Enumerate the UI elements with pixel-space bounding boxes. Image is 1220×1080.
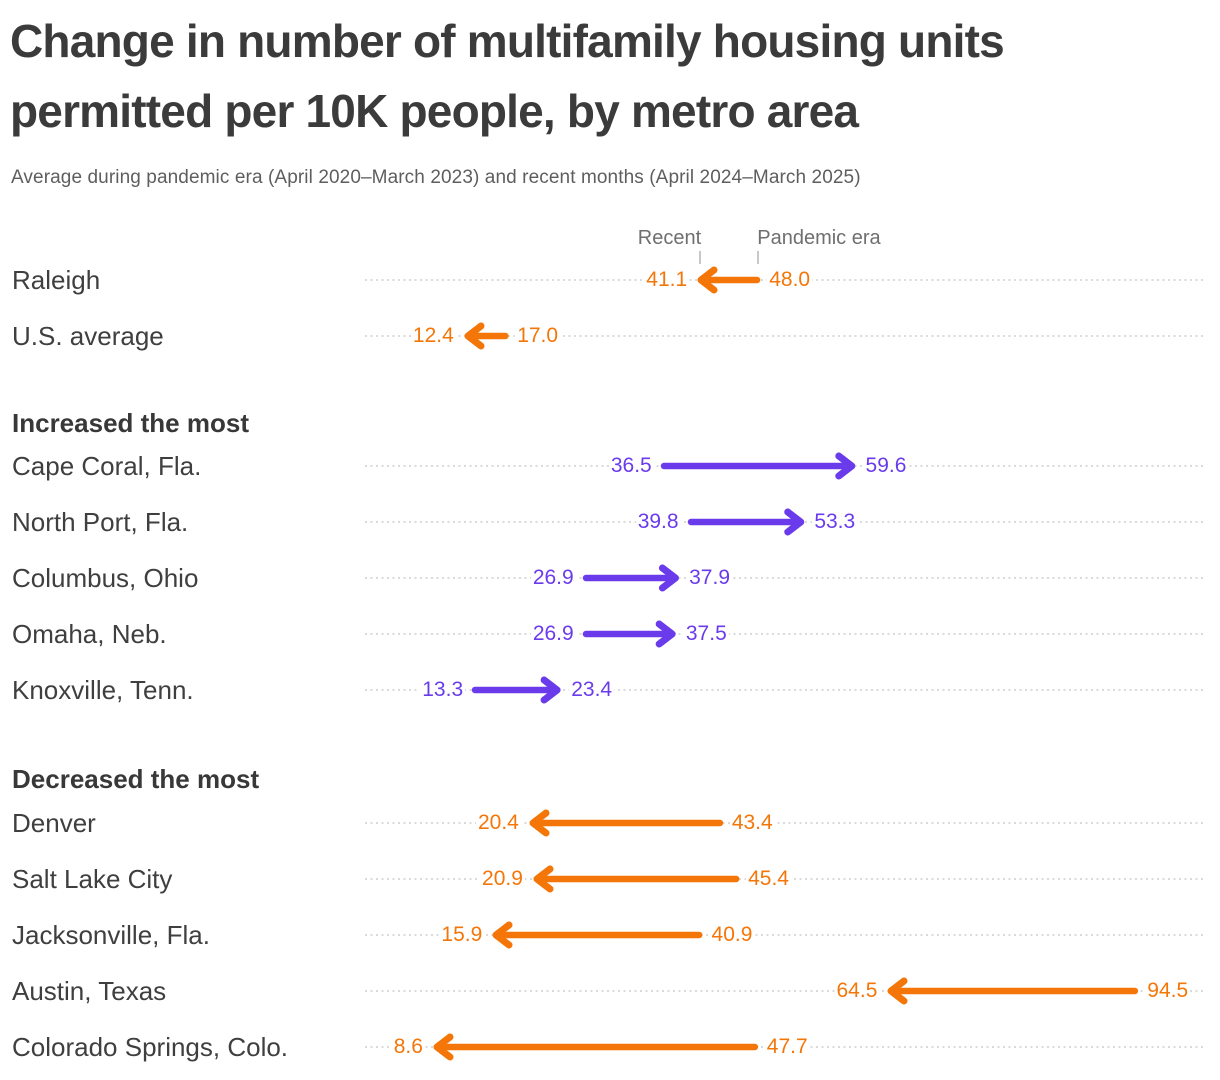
row-label: Salt Lake City [12, 862, 179, 896]
row-label: Denver [12, 806, 102, 840]
value-pandemic: 17.0 [515, 324, 561, 347]
trend-arrow [582, 564, 679, 592]
trend-arrow [582, 620, 676, 648]
value-pandemic: 26.9 [530, 622, 576, 645]
row-label: Omaha, Neb. [12, 617, 173, 651]
row-guide-line [365, 990, 1205, 992]
section-header: Decreased the most [12, 764, 260, 794]
row-guide-line [365, 934, 1205, 936]
value-pandemic: 26.9 [530, 566, 576, 589]
trend-arrow [697, 266, 761, 294]
row-label: Raleigh [12, 263, 107, 297]
value-recent: 37.5 [683, 622, 729, 645]
legend-pandemic-label: Pandemic era [757, 227, 881, 249]
row-label: Columbus, Ohio [12, 561, 205, 595]
value-recent: 20.4 [475, 811, 521, 834]
row-label: Colorado Springs, Colo. [12, 1030, 295, 1064]
value-pandemic: 45.4 [746, 867, 791, 890]
value-recent: 8.6 [391, 1035, 425, 1058]
row-label: Austin, Texas [12, 974, 173, 1008]
chart-subtitle: Average during pandemic era (April 2020–… [11, 167, 861, 188]
value-recent: 23.4 [569, 678, 615, 701]
row-guide-line [365, 633, 1205, 635]
row-guide-line [365, 577, 1205, 579]
value-recent: 20.9 [480, 867, 525, 890]
legend-recent-tick [699, 251, 702, 264]
trend-arrow [660, 452, 856, 480]
value-pandemic: 43.4 [729, 811, 775, 834]
value-recent: 41.1 [644, 268, 690, 291]
section-header: Increased the most [12, 408, 249, 438]
value-recent: 59.6 [863, 454, 909, 477]
trend-arrow [533, 865, 740, 893]
chart-title: Change in number of multifamily housing … [10, 15, 1005, 137]
trend-arrow [433, 1033, 759, 1061]
value-pandemic: 13.3 [420, 678, 466, 701]
value-pandemic: 40.9 [709, 923, 755, 946]
value-recent: 37.9 [687, 566, 732, 589]
value-pandemic: 48.0 [767, 268, 813, 291]
value-recent: 64.5 [834, 979, 880, 1002]
trend-arrow [529, 809, 724, 837]
value-recent: 53.3 [812, 510, 858, 533]
legend-pandemic-tick [757, 251, 760, 264]
value-pandemic: 36.5 [608, 454, 654, 477]
row-label: Jacksonville, Fla. [12, 918, 216, 952]
value-pandemic: 94.5 [1145, 979, 1191, 1002]
row-guide-line [365, 689, 1205, 691]
value-recent: 12.4 [410, 324, 456, 347]
row-label: Cape Coral, Fla. [12, 449, 208, 483]
row-label: Knoxville, Tenn. [12, 673, 200, 707]
row-label: U.S. average [12, 319, 170, 353]
trend-arrow [471, 676, 561, 704]
legend-recent-label: Recent [637, 227, 702, 249]
row-label: North Port, Fla. [12, 505, 195, 539]
value-pandemic: 39.8 [635, 510, 681, 533]
row-guide-line [365, 335, 1205, 337]
trend-arrow [687, 508, 804, 536]
trend-arrow [492, 921, 703, 949]
value-pandemic: 47.7 [764, 1035, 810, 1058]
row-guide-line [365, 822, 1205, 824]
trend-arrow [887, 977, 1139, 1005]
trend-arrow [464, 322, 509, 350]
value-recent: 15.9 [439, 923, 485, 946]
